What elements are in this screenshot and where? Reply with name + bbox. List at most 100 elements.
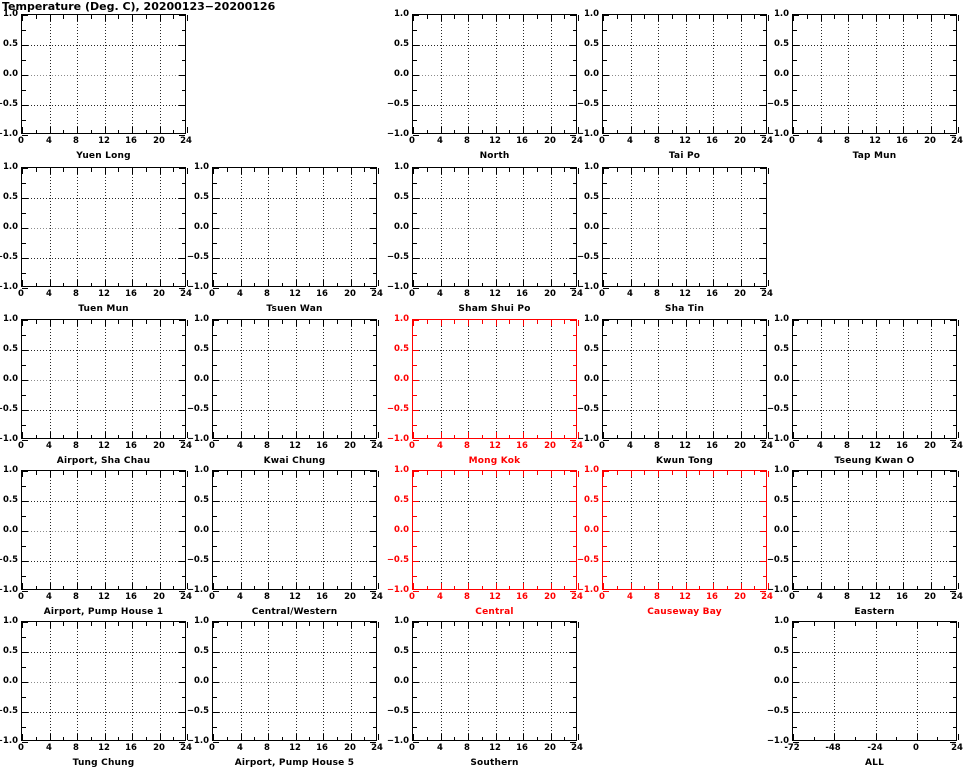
axis-tick-y-right — [950, 712, 956, 713]
axis-tick-x-top — [855, 622, 856, 626]
y-tick-label: 0.5 — [2, 38, 18, 49]
y-tick-label: 0.5 — [2, 343, 18, 354]
axis-tick-y-left — [22, 350, 28, 351]
axis-tick-y-left — [22, 727, 26, 728]
axis-tick-y-left — [413, 727, 417, 728]
axis-tick-x-bottom — [578, 583, 579, 589]
axis-tick-x-bottom — [36, 282, 37, 286]
gridline-horizontal — [603, 75, 766, 76]
gridline-horizontal — [413, 105, 576, 106]
axis-tick-x-bottom — [160, 280, 161, 286]
axis-tick-x-bottom — [282, 585, 283, 589]
axis-tick-x-top — [173, 471, 174, 475]
axis-tick-y-right — [372, 486, 376, 487]
axis-tick-x-top — [351, 471, 352, 477]
axis-tick-x-top — [441, 320, 442, 326]
axis-tick-y-right — [370, 742, 376, 743]
axis-tick-x-bottom — [793, 583, 794, 589]
axis-tick-x-top — [160, 320, 161, 326]
axis-tick-x-bottom — [551, 432, 552, 438]
axis-tick-y-right — [179, 440, 185, 441]
axis-tick-x-bottom — [889, 585, 890, 589]
axis-tick-x-bottom — [727, 585, 728, 589]
axis-tick-x-bottom — [931, 583, 932, 589]
axis-tick-x-bottom — [658, 583, 659, 589]
axis-tick-y-left — [22, 365, 26, 366]
axis-tick-x-bottom — [644, 282, 645, 286]
axis-tick-y-left — [793, 425, 797, 426]
gridline-vertical — [931, 320, 932, 438]
axis-tick-x-top — [337, 622, 338, 626]
axis-tick-x-bottom — [768, 127, 769, 133]
gridline-vertical — [441, 168, 442, 286]
gridline-vertical — [241, 622, 242, 740]
axis-tick-x-top — [821, 320, 822, 326]
x-tick-label: 8 — [264, 592, 270, 602]
axis-tick-y-right — [950, 135, 956, 136]
x-tick-label: 20 — [153, 136, 165, 146]
axis-tick-y-left — [213, 198, 219, 199]
axis-tick-x-bottom — [160, 734, 161, 740]
axis-tick-x-bottom — [848, 127, 849, 133]
axis-tick-y-left — [413, 516, 417, 517]
y-tick-label: 0.5 — [393, 191, 409, 202]
axis-tick-x-top — [441, 471, 442, 477]
axis-tick-y-right — [370, 591, 376, 592]
gridline-vertical — [77, 320, 78, 438]
y-tick-label: −0.5 — [0, 98, 18, 109]
axis-tick-y-left — [793, 15, 799, 16]
x-tick-label: 12 — [98, 289, 110, 299]
gridline-horizontal — [413, 350, 576, 351]
axis-tick-x-top — [876, 471, 877, 477]
axis-tick-y-left — [22, 213, 26, 214]
axis-tick-y-right — [370, 531, 376, 532]
y-tick-label: 0.5 — [193, 343, 209, 354]
axis-tick-x-bottom — [631, 280, 632, 286]
axis-tick-y-left — [22, 546, 26, 547]
axis-tick-x-bottom — [91, 434, 92, 438]
gridline-vertical — [903, 471, 904, 589]
gridlines — [22, 622, 185, 740]
axis-tick-y-right — [762, 395, 766, 396]
axis-tick-x-top — [77, 622, 78, 628]
axis-tick-x-bottom — [644, 585, 645, 589]
axis-tick-y-right — [570, 561, 576, 562]
y-tick-label: 0.5 — [2, 191, 18, 202]
y-tick-label: −1.0 — [186, 735, 209, 746]
axis-tick-x-top — [241, 320, 242, 326]
axis-tick-x-bottom — [227, 434, 228, 438]
axis-tick-x-bottom — [254, 434, 255, 438]
axis-tick-x-top — [118, 471, 119, 475]
y-tick-label: 0.0 — [583, 373, 599, 384]
y-tick-label: 0.0 — [773, 524, 789, 535]
axis-tick-y-left — [603, 471, 609, 472]
y-tick-label: 1.0 — [583, 464, 599, 475]
y-tick-label: 0.5 — [773, 645, 789, 656]
x-tick-label: 20 — [153, 592, 165, 602]
axis-tick-x-bottom — [50, 127, 51, 133]
axis-tick-y-right — [179, 682, 185, 683]
axis-tick-y-left — [793, 60, 797, 61]
y-tick-label: −1.0 — [0, 735, 18, 746]
x-tick-label: 16 — [125, 441, 137, 451]
y-tick-label: 0.5 — [773, 343, 789, 354]
x-tick-label: 16 — [896, 592, 908, 602]
gridline-horizontal — [413, 198, 576, 199]
axis-tick-x-bottom — [741, 432, 742, 438]
axis-tick-y-right — [181, 365, 185, 366]
gridline-horizontal — [793, 712, 956, 713]
axis-tick-y-left — [213, 425, 217, 426]
axis-tick-x-bottom — [713, 127, 714, 133]
axis-tick-x-top — [523, 622, 524, 628]
axis-tick-x-bottom — [63, 434, 64, 438]
axis-tick-x-bottom — [241, 583, 242, 589]
panel-title: Airport, Pump House 5 — [234, 758, 355, 768]
axis-tick-x-bottom — [523, 432, 524, 438]
y-tick-label: −1.0 — [0, 281, 18, 292]
gridline-vertical — [931, 15, 932, 133]
gridline-vertical — [132, 15, 133, 133]
panel-title: Tseung Kwan O — [834, 456, 915, 466]
axis-tick-y-left — [22, 60, 26, 61]
axis-tick-x-top — [227, 471, 228, 475]
axis-tick-y-left — [793, 622, 799, 623]
